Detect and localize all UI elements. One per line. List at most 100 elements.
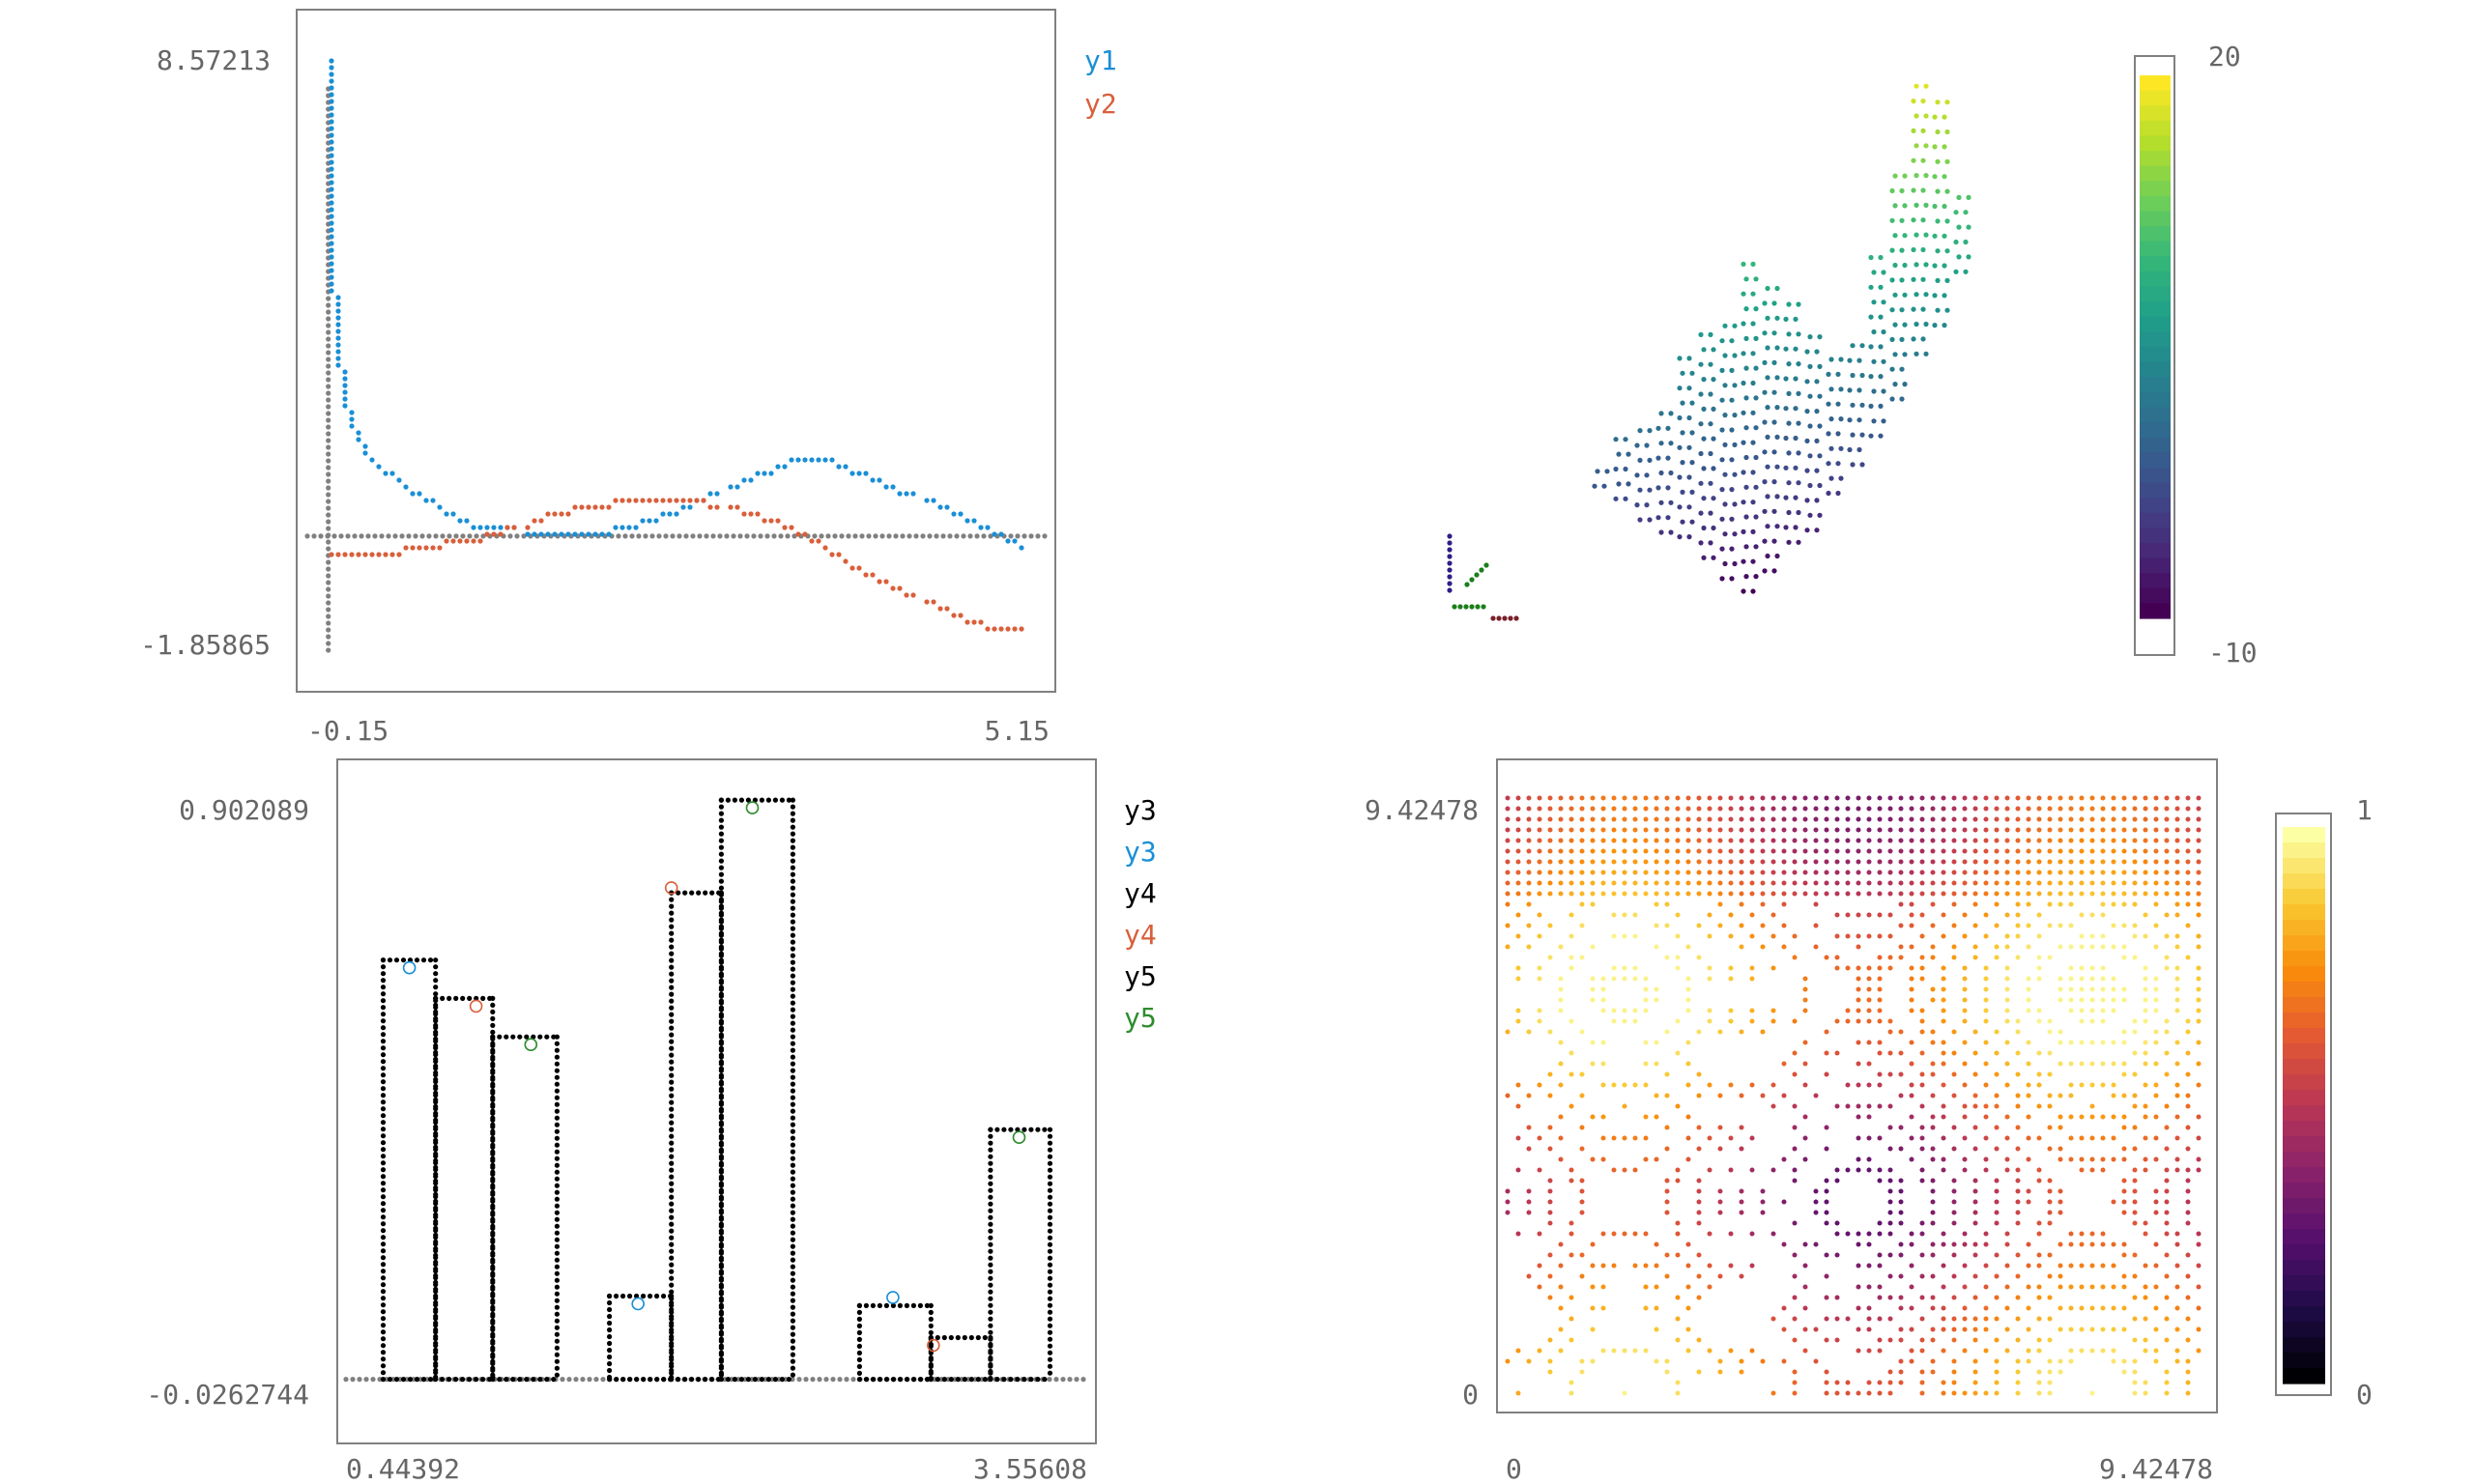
legend-entry-y3: y3 [1124,836,1157,868]
series-point-y2 [890,585,896,591]
contour-point [1611,870,1617,875]
bar-edge-dot [669,1018,675,1024]
contour-point [1770,827,1776,833]
baseline-dot [343,1377,349,1383]
series-point-y1 [329,234,334,240]
bar-edge-dot [433,1184,439,1190]
contour-point [2058,1156,2063,1162]
contour-point [1547,848,1553,854]
contour-point [1930,1369,1936,1375]
contour-point [1685,1135,1691,1141]
contour-point [2132,1018,2138,1024]
bar-base-dot [490,1377,496,1383]
contour-point [1951,923,1957,928]
contour-point [1866,976,1872,982]
contour-point [1983,976,1989,982]
contour-point [2079,997,2085,1003]
contour-point [1972,827,1978,833]
surface-point [1935,218,1941,224]
surface-point [1932,203,1938,210]
colorbar-swatch [2283,1291,2325,1307]
bar-base-dot [544,1377,550,1383]
contour-point [1983,870,1989,875]
x-axis-line-dot [460,533,466,539]
contour-point [1675,816,1681,822]
contour-point [2058,848,2063,854]
contour-point [1802,1263,1808,1269]
x-axis-line-dot [907,533,912,539]
contour-point [1930,997,1936,1003]
bar-edge-dot [380,971,387,977]
contour-point [1834,1390,1840,1396]
contour-point [2153,1156,2159,1162]
baseline-dot [593,1377,599,1383]
colorbar-swatch [2140,181,2171,197]
contour-point [2153,1093,2159,1099]
series-point-y1 [356,430,361,436]
contour-point [1866,1390,1872,1396]
contour-point [2089,912,2095,918]
surface-point [1765,375,1770,381]
series-point-y1 [335,362,341,368]
contour-point [1834,1252,1840,1258]
contour-point [1962,1390,1968,1396]
x-axis-line-dot [697,533,703,539]
series-point-y1 [464,518,470,524]
bar-edge-dot [718,865,725,870]
colorbar-swatch [2283,1043,2325,1060]
contour-point [2058,1040,2063,1045]
contour-point [1760,1199,1766,1205]
bar-edge-dot [554,1095,561,1100]
surface-point [1708,391,1713,397]
contour-point [2047,827,2053,833]
contour-point [2174,1263,2180,1269]
surface-point [1923,292,1929,298]
y-axis-line-dot [326,641,331,646]
bar-edge-dot [988,1241,993,1247]
contour-point [1909,870,1914,875]
bar-edge-dot [669,1336,675,1342]
contour-point [1643,1156,1649,1162]
contour-point [2026,816,2031,822]
bar-edge-dot [718,946,725,952]
contour-point [2143,986,2148,992]
bar-base-dot [460,1377,466,1383]
contour-point [2015,827,2021,833]
contour-point [1579,827,1585,833]
bar-edge-dot [669,1147,675,1153]
colorbar-swatch [2140,498,2171,514]
contour-point [2079,912,2085,918]
contour-point [2036,1369,2042,1375]
contour-point [1547,1199,1553,1205]
x-axis-line-dot [879,533,885,539]
contour-point [2047,848,2053,854]
surface-point [1750,261,1756,267]
surface-point [1753,395,1759,401]
contour-point [1962,986,1968,992]
contour-point [2164,1029,2170,1035]
series-point-y2 [423,545,429,551]
surface-point [1859,402,1865,408]
contour-point [1654,1305,1659,1311]
contour-point [2004,806,2010,812]
bar-edge-dot [433,1272,439,1278]
surface-point [1902,292,1908,298]
contour-point [2196,1114,2202,1120]
contour-point [2164,838,2170,843]
contour-point [1558,806,1564,812]
contour-point [1537,827,1542,833]
contour-point [1792,816,1798,822]
surface-point [1719,457,1725,463]
contour-point [1972,1295,1978,1300]
bar-edge-dot [380,1127,387,1132]
series-point-y1 [525,531,531,537]
surface-point [1889,187,1895,194]
contour-point [2068,997,2074,1003]
contour-point [1813,806,1819,812]
contour-point [2089,870,2095,875]
x-axis-line-dot [967,533,973,539]
contour-point [2153,1199,2159,1205]
contour-point [2196,997,2202,1003]
contour-point [1558,976,1564,982]
contour-point [2121,1358,2127,1364]
